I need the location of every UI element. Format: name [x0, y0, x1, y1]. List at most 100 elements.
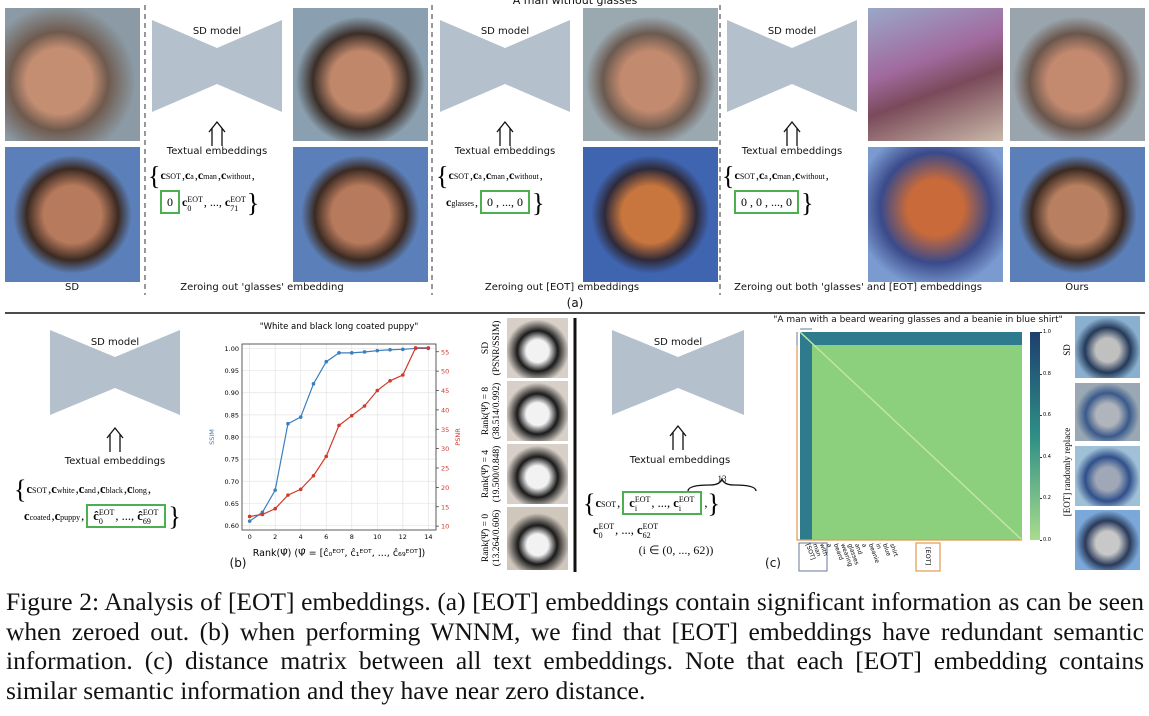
embedding-term: c SOT — [734, 168, 755, 182]
term-scripts: EOT 0 — [99, 508, 115, 526]
row-label: Rank(Ψ̂) = 0 (13.264/0.606) — [481, 510, 503, 566]
photo — [507, 444, 568, 504]
formula-symbol: , — [147, 482, 151, 496]
term-base: c — [224, 195, 231, 210]
embedding-term: c EOT i — [629, 495, 651, 513]
formula-symbol: } — [532, 188, 545, 218]
x-tick-label: 6 — [324, 533, 328, 541]
term-base: c — [51, 482, 57, 496]
term-sup: SOT — [739, 171, 755, 181]
term-sup: man — [777, 171, 791, 181]
embedding-term: c man — [486, 168, 506, 182]
term-scripts: SOT — [740, 172, 755, 181]
embedding-term: c SOT — [26, 482, 48, 496]
formula-symbol: , — [81, 509, 85, 524]
panel-tag: (b) — [229, 556, 247, 570]
term-sub: 69 — [142, 517, 151, 527]
row-label: SD — [1062, 344, 1072, 356]
term-base: c — [771, 168, 778, 182]
y-tick-label: 0.70 — [225, 478, 239, 486]
data-point — [298, 487, 303, 492]
term-sup: without — [800, 171, 825, 181]
data-point — [247, 519, 252, 523]
embeddings-label: Textual embeddings — [64, 456, 166, 467]
layout-shapes — [5, 5, 1145, 572]
embedding-term: c EOT 0 — [182, 195, 204, 213]
highlight-box: 0 , ..., 0 — [480, 190, 530, 215]
embedding-term: c black — [100, 482, 124, 496]
photo — [1075, 510, 1140, 570]
formula-line: c coated ,c puppy, ĉ EOT 0, ..., ĉ EOT 69} — [14, 503, 181, 530]
formula-symbol: , — [75, 482, 79, 496]
embedding-term: c without — [795, 168, 826, 182]
top-caption: A man without glasses — [512, 0, 638, 7]
term-sup: black — [105, 485, 123, 495]
formula-line: {c SOT, c EOT i, ..., c EOT i,} — [583, 490, 720, 517]
data-point — [311, 382, 316, 386]
highlight-box: c EOT i, ..., c EOT i — [622, 491, 703, 516]
formula-symbol: 0 , ..., 0 — [487, 195, 523, 210]
term-scripts: man — [777, 172, 791, 181]
embedding-term: c SOT — [595, 496, 617, 510]
embedding-term: c white — [51, 482, 75, 496]
term-base: c — [448, 168, 454, 182]
formula-symbol: , — [475, 195, 478, 210]
formula-line: 0 , 0 , ..., 0} — [722, 189, 829, 216]
term-scripts: EOT 0 — [599, 522, 615, 540]
embedding-term: c man — [198, 168, 218, 182]
formula-symbol: , — [96, 482, 101, 496]
term-sup: EOT — [678, 495, 695, 505]
formula-line: c EOT 0, ..., c EOT 62 — [583, 517, 720, 543]
term-scripts: SOT — [32, 486, 47, 495]
formula-symbol: , ..., — [651, 496, 674, 510]
formula-line: {c SOT ,c a ,c man ,c without, — [722, 162, 829, 189]
formula-symbol: , ..., — [203, 195, 225, 210]
row-label-line: Rank(Ψ̂) = 4 — [481, 449, 491, 499]
panel-label: SD — [64, 282, 80, 293]
term-base: c — [26, 482, 33, 496]
data-point — [413, 346, 418, 350]
model-label: SD model — [653, 337, 703, 348]
photo — [5, 8, 140, 141]
formula-symbol: , — [194, 168, 198, 182]
formula-symbol: , — [251, 168, 255, 182]
colorbar-label: 0.6 — [1043, 412, 1051, 419]
term-sub: 0 — [598, 531, 603, 541]
photo — [583, 8, 718, 141]
embeddings-label: Textual embeddings — [166, 146, 268, 157]
colorbar-label: 0.8 — [1043, 370, 1051, 377]
highlight-box: 0 , 0 , ..., 0 — [734, 190, 799, 215]
row-label-line: (38.514/0.992) — [492, 382, 502, 440]
formula-line: c glasses, 0 , ..., 0} — [436, 189, 544, 216]
highlight-box: 0 — [160, 190, 180, 215]
photo — [507, 381, 568, 441]
term-scripts: EOT 69 — [143, 508, 159, 526]
panel-tag: (c) — [765, 556, 781, 570]
embedding-formula: {c SOT ,c white ,c and ,c black ,c long, c coated ,c… — [14, 476, 181, 530]
term-base: c — [182, 195, 188, 210]
term-sup: man — [203, 171, 217, 181]
colorbar-tick — [1040, 373, 1042, 375]
term-base: c — [472, 168, 479, 182]
model-label: SD model — [90, 337, 140, 348]
term-scripts: EOT 71 — [230, 195, 246, 213]
photo — [1075, 316, 1140, 378]
data-point — [401, 347, 405, 352]
term-base: ĉ — [137, 509, 143, 524]
x-tick-label: 0 — [248, 533, 252, 541]
embedding-term: ĉ EOT 69 — [137, 508, 159, 526]
formula-symbol: } — [801, 188, 814, 218]
term-base: c — [100, 482, 106, 496]
term-sub: 71 — [230, 203, 239, 213]
term-sub: 62 — [642, 531, 651, 541]
formula-line: {c SOT ,c white ,c and ,c black ,c long, — [14, 476, 181, 503]
term-base: c — [78, 482, 85, 496]
term-sup: SOT — [32, 485, 48, 495]
formula-symbol: , — [217, 168, 221, 182]
formula-symbol: , ..., — [115, 509, 138, 524]
panel-tag: (a) — [566, 296, 584, 310]
embedding-term: ĉ EOT 0 — [93, 508, 115, 526]
